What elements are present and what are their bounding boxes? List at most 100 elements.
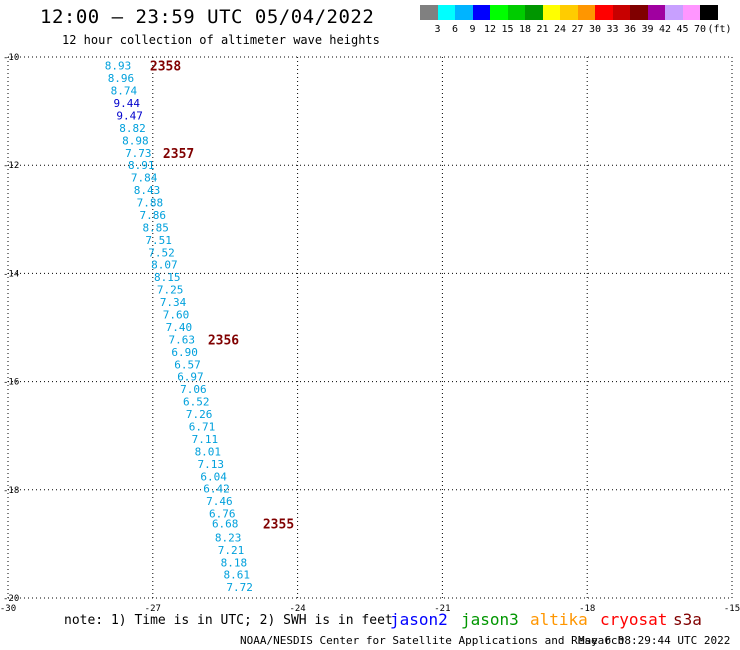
wave-height-value: 6.57 <box>174 358 201 371</box>
wave-height-value: 8.82 <box>119 122 146 135</box>
wave-height-value: 7.72 <box>226 581 253 594</box>
color-swatch <box>420 5 438 20</box>
wave-height-value: 6.42 <box>203 483 230 496</box>
wave-height-value: 7.21 <box>218 544 245 557</box>
wave-height-value: 8.01 <box>195 445 222 458</box>
color-scale-label: 36 <box>623 24 637 35</box>
wave-height-value: 8.85 <box>142 221 169 234</box>
wave-height-value: 7.06 <box>180 383 207 396</box>
satellite-label-cryosat: cryosat <box>600 610 668 629</box>
color-swatch <box>630 5 648 20</box>
lat-lon-grid <box>7 56 733 599</box>
color-scale-label: 21 <box>536 24 549 35</box>
wave-height-value: 8.23 <box>215 531 242 544</box>
wave-height-value: 7.34 <box>160 296 187 309</box>
wave-height-value: 6.76 <box>209 508 236 521</box>
wave-height-value: 7.46 <box>206 495 233 508</box>
generated-timestamp: May 6 08:29:44 UTC 2022 <box>578 634 731 647</box>
page-title: 12:00 – 23:59 UTC 05/04/2022 <box>40 6 375 28</box>
time-labels: 2358 2357 2356 2355 <box>150 60 294 533</box>
time-label: 2357 <box>163 147 194 162</box>
lat-tick-label: -16 <box>3 378 19 388</box>
wave-height-value: 8.91 <box>128 159 155 172</box>
wave-height-value: 8.96 <box>108 72 135 85</box>
wave-height-value: 7.63 <box>169 333 196 346</box>
color-swatch <box>560 5 578 20</box>
wave-height-value: 6.68 <box>212 517 239 530</box>
lat-tick-label: -18 <box>3 486 19 496</box>
wave-height-value: 8.07 <box>151 259 178 272</box>
color-swatch <box>490 5 508 20</box>
footnote: note: 1) Time is in UTC; 2) SWH is in fe… <box>64 613 393 628</box>
axis-tick-labels: -30 -27 -24 -21 -18 -15 -10 -12 -14 -16 -18 -20 <box>0 53 740 614</box>
color-swatch <box>542 5 560 20</box>
color-swatch <box>455 5 473 20</box>
wave-height-value: 7.25 <box>157 284 184 297</box>
color-swatch <box>525 5 543 20</box>
wave-height-value: 6.90 <box>171 346 198 359</box>
color-swatch <box>472 5 490 20</box>
wave-height-value: 6.04 <box>200 470 227 483</box>
page-subtitle: 12 hour collection of altimeter wave hei… <box>62 33 380 47</box>
time-label: 2358 <box>150 60 181 75</box>
wave-height-value: 8.43 <box>134 184 161 197</box>
lon-tick-label: -21 <box>434 604 450 614</box>
lon-tick-label: -15 <box>724 604 740 614</box>
color-scale-label: 33 <box>606 24 619 35</box>
wave-height-value: 8.98 <box>122 134 149 147</box>
color-scale-label: 3 <box>434 24 441 35</box>
color-scale-label: 42 <box>658 24 672 35</box>
wave-height-value: 8.18 <box>221 556 248 569</box>
time-label: 2355 <box>263 517 294 532</box>
color-scale-unit: (ft) <box>707 24 732 35</box>
color-scale-label: 27 <box>571 24 584 35</box>
color-scale-label: 30 <box>588 24 602 35</box>
color-swatch <box>612 5 630 20</box>
wave-height-value: 7.26 <box>186 408 213 421</box>
color-scale-label: 15 <box>501 24 514 35</box>
wave-height-value: 9.44 <box>113 97 140 110</box>
wave-height-value: 7.60 <box>163 309 190 322</box>
satellite-label-altika: altika <box>530 610 588 629</box>
color-scale-label: 70 <box>693 24 707 35</box>
lat-tick-label: -14 <box>3 269 19 279</box>
lon-tick-label: -30 <box>0 604 16 614</box>
color-swatch <box>437 5 455 20</box>
lat-tick-label: -12 <box>3 161 19 171</box>
color-scale-label: 45 <box>676 24 689 35</box>
wave-height-value: 8.61 <box>224 569 251 582</box>
wave-height-value: 7.52 <box>148 246 175 259</box>
color-scale-label: 24 <box>553 24 567 35</box>
color-swatch <box>507 5 525 20</box>
wave-height-value: 6.71 <box>189 421 216 434</box>
satellite-label-jason3: jason3 <box>461 610 519 629</box>
lon-tick-label: -24 <box>289 604 305 614</box>
wave-height-value: 6.97 <box>177 371 204 384</box>
color-scale-label: 18 <box>518 24 532 35</box>
satellite-label-s3a: s3a <box>673 610 702 629</box>
time-label: 2356 <box>208 333 239 348</box>
color-scale-label: 9 <box>469 24 476 35</box>
color-swatch <box>595 5 613 20</box>
wave-height-value: 8.74 <box>111 85 138 98</box>
color-scale-label: 39 <box>641 24 654 35</box>
lat-tick-label: -20 <box>3 594 19 604</box>
lat-tick-label: -10 <box>3 53 19 63</box>
wave-height-value: 7.86 <box>140 209 167 222</box>
wave-height-value: 7.88 <box>137 197 164 210</box>
wave-height-value: 7.11 <box>192 433 219 446</box>
wave-height-value: 7.40 <box>166 321 193 334</box>
wave-height-value: 6.52 <box>183 396 210 409</box>
wave-height-value: 7.51 <box>145 234 172 247</box>
satellite-label-jason2: jason2 <box>390 610 448 629</box>
wave-height-value: 9.47 <box>116 109 143 122</box>
lon-tick-label: -27 <box>145 604 161 614</box>
credit-line: NOAA/NESDIS Center for Satellite Applica… <box>240 634 625 647</box>
color-swatch <box>665 5 683 20</box>
wave-height-value: 7.13 <box>197 458 224 471</box>
altimeter-track: 8.938.968.749.449.478.828.987.738.917.84… <box>105 60 253 595</box>
color-swatch <box>682 5 700 20</box>
wave-height-value: 8.93 <box>105 60 132 73</box>
color-swatch <box>700 5 718 20</box>
